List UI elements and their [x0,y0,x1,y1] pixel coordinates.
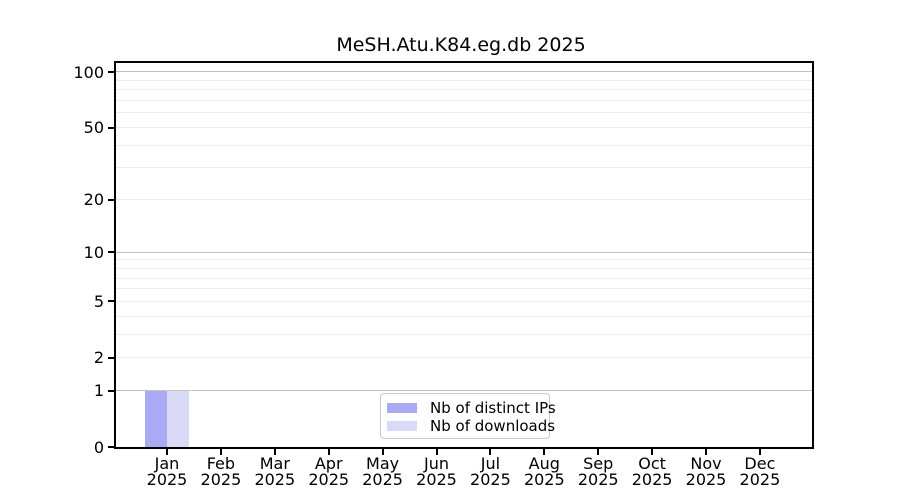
minor-gridline [116,79,812,81]
x-axis-tick [705,449,707,455]
y-axis-tick-label: 20 [83,190,104,210]
y-axis-tick-label: 50 [83,118,104,137]
x-axis-tick [273,449,276,455]
y-axis-tick-label: 100 [73,62,104,82]
chart-legend: Nb of distinct IPs Nb of downloads [380,393,556,439]
legend-entry-distinct-ips: Nb of distinct IPs [387,399,556,417]
chart-title: MeSH.Atu.K84.eg.db 2025 [336,34,586,56]
x-axis-tick [489,449,492,455]
legend-label-downloads: Nb of downloads [430,417,556,435]
legend-entry-downloads: Nb of downloads [387,417,555,435]
minor-gridline [116,100,812,102]
legend-swatch-downloads [387,421,417,431]
y-axis-tick-label: 2 [93,348,104,368]
x-axis-tick [597,449,600,455]
bar-downloads [167,390,189,447]
x-axis-tick-label: Jan 2025 [146,454,188,489]
y-axis-tick [108,70,114,73]
minor-gridline [116,288,812,290]
minor-gridline [116,199,812,201]
y-axis-tick [108,356,114,359]
x-axis-tick-label: Oct 2025 [631,454,673,489]
x-axis-tick-label: Jun 2025 [416,454,457,489]
minor-gridline [116,300,812,302]
x-axis-tick [651,449,654,455]
minor-gridline [116,127,812,128]
x-axis-tick [327,449,330,455]
y-axis-tick-label: 0 [93,437,104,457]
major-gridline [116,251,812,253]
x-axis-tick-label: Dec 2025 [739,454,781,489]
minor-gridline [116,112,812,114]
bar-distinct-ips [145,390,167,447]
minor-gridline [116,144,812,146]
minor-gridline [116,333,812,335]
y-axis-tick [108,389,114,392]
legend-label-distinct-ips: Nb of distinct IPs [430,399,556,417]
x-axis-tick [758,449,761,455]
minor-gridline [116,259,812,261]
minor-gridline [116,167,812,169]
x-axis-tick-label: Jul 2025 [470,454,511,489]
x-axis-tick [435,449,438,455]
x-axis-tick-label: Apr 2025 [308,454,350,489]
plot-area: Nb of distinct IPs Nb of downloads 0 1 2 5 1… [73,61,814,488]
x-axis-tick-label: Aug 2025 [523,454,565,489]
x-axis-tick [219,449,222,455]
y-axis-tick [108,198,114,201]
major-gridline [116,390,812,392]
x-axis-tick-label: Mar 2025 [254,454,296,489]
y-axis-tick [108,251,114,254]
y-axis-tick [108,300,114,303]
x-axis-tick [166,449,168,455]
x-axis-tick [381,449,384,455]
y-axis-tick-label: 5 [93,291,104,311]
x-axis-tick [543,449,546,455]
minor-gridline [116,267,812,269]
y-axis-tick [108,126,114,129]
minor-gridline [116,357,812,359]
minor-gridline [116,277,812,279]
x-axis-tick-label: Sep 2025 [577,454,619,489]
x-axis-tick-label: May 2025 [362,454,403,489]
y-axis-tick-label: 1 [93,381,104,401]
y-axis-tick-label: 10 [83,242,104,262]
minor-gridline [116,315,812,317]
minor-gridline [116,89,812,91]
legend-swatch-distinct-ips [387,403,417,413]
x-axis-tick-label: Nov 2025 [685,454,727,489]
y-axis-tick [108,446,114,448]
x-axis-tick-label: Feb 2025 [200,454,242,489]
major-gridline [116,71,812,73]
